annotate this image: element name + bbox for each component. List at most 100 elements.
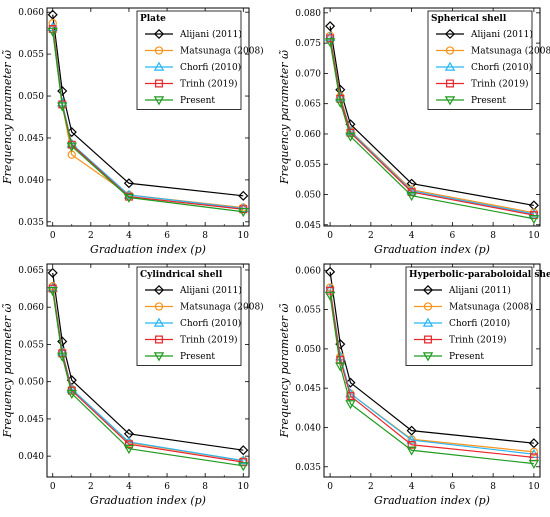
- data-point: [57, 352, 68, 362]
- x-tick-label: 0: [327, 482, 333, 492]
- series-line: [52, 272, 244, 451]
- x-tick-label: 8: [202, 231, 208, 241]
- y-tick-label: 0.060: [18, 8, 44, 18]
- data-point: [335, 362, 346, 372]
- legend-marker: [445, 46, 455, 55]
- data-point: [66, 389, 78, 399]
- series-line: [52, 290, 244, 467]
- legend-entry: Present: [449, 352, 484, 362]
- legend-marker: [153, 284, 165, 296]
- legend-marker: [444, 61, 456, 71]
- x-tick-label: 4: [126, 231, 132, 241]
- data-point: [528, 214, 540, 225]
- legend-marker: [446, 79, 454, 88]
- x-axis-label: Graduation index (p): [90, 243, 206, 256]
- y-tick-label: 0.050: [18, 378, 44, 388]
- legend-marker: [155, 79, 163, 88]
- legend-entry: Matsunaga (2008): [449, 302, 533, 313]
- y-tick-label: 0.055: [295, 306, 321, 316]
- y-axis-label: Frequency parameter ω̃: [278, 50, 291, 185]
- y-tick-label: 0.040: [18, 452, 44, 462]
- series-4: [324, 291, 540, 470]
- data-point: [325, 266, 336, 277]
- x-tick-label: 6: [164, 482, 170, 492]
- y-tick-label: 0.050: [295, 191, 321, 201]
- series-line: [52, 31, 244, 213]
- data-point: [238, 455, 249, 465]
- y-axis-label: Frequency parameter ω̃: [1, 50, 14, 185]
- legend-entry: Chorfi (2010): [180, 62, 241, 73]
- legend-entry: Matsunaga (2008): [180, 302, 264, 313]
- y-tick-label: 0.060: [18, 303, 44, 313]
- legend-marker: [153, 28, 165, 40]
- y-tick-label: 0.055: [18, 50, 44, 60]
- series-line: [329, 26, 534, 207]
- series-4: [324, 38, 540, 225]
- y-tick-label: 0.060: [295, 266, 321, 276]
- data-point: [324, 291, 336, 301]
- legend-marker: [153, 96, 165, 106]
- data-point: [528, 208, 540, 218]
- series-line: [52, 14, 244, 197]
- legend-title: Plate: [140, 14, 166, 24]
- legend: Plate Alijani (2011) Matsunaga (2008) Chorf…: [136, 10, 264, 110]
- legend-entry: Present: [180, 96, 215, 106]
- legend-entry: Trinh (2019): [180, 335, 238, 346]
- data-point: [406, 446, 417, 456]
- series-line: [329, 290, 534, 458]
- legend-box: [136, 266, 242, 366]
- y-axis-label: Frequency parameter ω̃: [1, 303, 14, 438]
- data-point: [47, 287, 58, 297]
- x-tick-label: 2: [368, 231, 374, 241]
- data-point: [345, 400, 356, 410]
- legend-marker: [444, 28, 456, 40]
- legend-marker: [422, 317, 434, 327]
- data-point: [345, 132, 356, 142]
- y-tick-label: 0.040: [295, 423, 321, 433]
- data-point: [48, 18, 57, 28]
- chart-panel-3: 0 2 4 6 8 10 0.040 0.045 0.050 0.055 0.060 0.065 Gra…: [1, 263, 264, 507]
- x-tick-label: 10: [528, 482, 540, 492]
- data-point: [47, 27, 58, 37]
- legend-marker: [154, 302, 164, 311]
- y-tick-label: 0.075: [295, 39, 321, 49]
- legend-entry: Trinh (2019): [180, 79, 238, 90]
- legend-marker: [422, 284, 434, 296]
- y-tick-label: 0.080: [295, 9, 321, 19]
- data-point: [238, 462, 249, 472]
- legend-entry: Alijani (2011): [448, 285, 511, 296]
- x-tick-label: 8: [490, 231, 496, 241]
- legend-marker: [153, 61, 165, 71]
- x-tick-label: 4: [409, 231, 415, 241]
- data-point: [324, 38, 336, 48]
- chart-panel-4: 0 2 4 6 8 10 0.035 0.040 0.045 0.050 0.055 0.060 Gra…: [278, 263, 550, 507]
- y-tick-label: 0.035: [18, 218, 44, 228]
- legend-entry: Chorfi (2010): [471, 62, 532, 73]
- x-tick-label: 0: [50, 231, 56, 241]
- y-tick-label: 0.040: [18, 176, 44, 186]
- y-tick-label: 0.055: [295, 160, 321, 170]
- series-line: [329, 295, 534, 465]
- y-tick-label: 0.050: [295, 345, 321, 355]
- x-tick-label: 8: [202, 482, 208, 492]
- y-tick-label: 0.045: [18, 415, 44, 425]
- y-tick-label: 0.070: [295, 69, 321, 79]
- legend-title: Spherical shell: [431, 14, 507, 24]
- x-tick-label: 0: [50, 482, 56, 492]
- chart-panel-2: 0 2 4 6 8 10 0.045 0.050 0.055 0.060 0.065 0.070 0.0…: [278, 7, 550, 256]
- data-point: [238, 445, 249, 456]
- legend-entry: Matsunaga (2008): [471, 46, 550, 57]
- data-point: [123, 444, 135, 455]
- data-point: [47, 9, 58, 20]
- legend-marker: [155, 335, 163, 344]
- data-point: [238, 190, 249, 201]
- legend-entry: Trinh (2019): [449, 335, 507, 346]
- y-axis-label: Frequency parameter ω̃: [278, 303, 291, 438]
- legend-entry: Trinh (2019): [471, 79, 529, 90]
- x-tick-label: 4: [409, 482, 415, 492]
- x-tick-label: 8: [490, 482, 496, 492]
- data-point: [406, 191, 417, 202]
- legend-entry: Chorfi (2010): [449, 318, 510, 329]
- legend-marker: [153, 317, 165, 327]
